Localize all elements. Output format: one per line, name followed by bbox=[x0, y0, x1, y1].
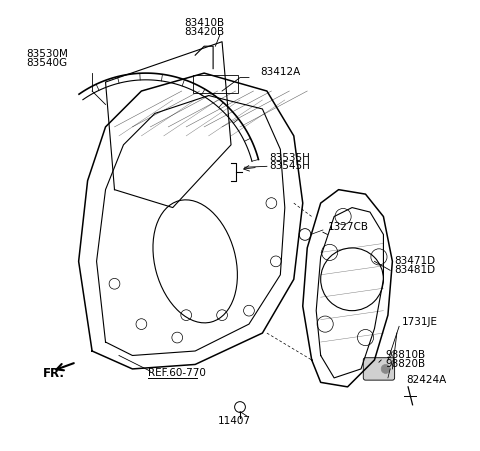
Text: 83420B: 83420B bbox=[184, 27, 224, 37]
Text: 83535H: 83535H bbox=[269, 152, 310, 162]
FancyBboxPatch shape bbox=[363, 358, 395, 380]
Text: FR.: FR. bbox=[43, 367, 65, 380]
Text: 1327CB: 1327CB bbox=[327, 222, 369, 232]
Text: 98820B: 98820B bbox=[385, 359, 426, 368]
Circle shape bbox=[381, 364, 390, 373]
Text: 83471D: 83471D bbox=[395, 256, 436, 266]
Text: 11407: 11407 bbox=[218, 416, 251, 426]
Text: 82424A: 82424A bbox=[406, 375, 446, 385]
Text: 83540G: 83540G bbox=[27, 58, 68, 69]
Text: REF.60-770: REF.60-770 bbox=[148, 368, 206, 377]
Text: 83412A: 83412A bbox=[260, 67, 300, 77]
Text: 98810B: 98810B bbox=[385, 350, 426, 360]
Text: 1731JE: 1731JE bbox=[402, 317, 438, 327]
Text: 83481D: 83481D bbox=[395, 265, 436, 275]
Text: 83410B: 83410B bbox=[184, 18, 224, 28]
Text: 83545H: 83545H bbox=[269, 161, 310, 171]
Text: 83530M: 83530M bbox=[26, 50, 68, 60]
